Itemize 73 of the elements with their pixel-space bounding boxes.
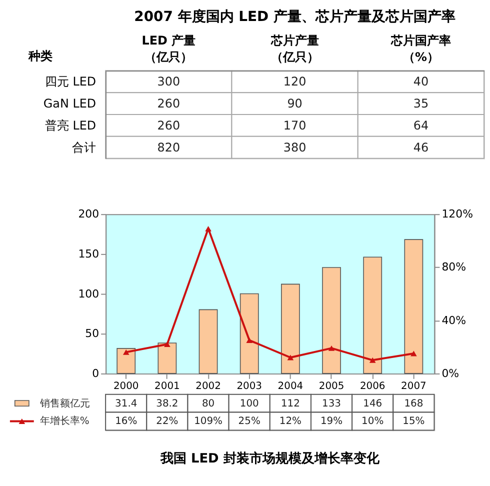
y-tick-label: 200	[78, 208, 100, 221]
data-label: 170	[283, 118, 306, 132]
bar	[198, 309, 218, 374]
y2-tick-label: 40%	[442, 314, 466, 327]
y2-tick-label: 0%	[442, 366, 460, 380]
data-label: 15%	[402, 416, 425, 428]
data-label: 64	[413, 118, 429, 132]
y-tick-label: 150	[78, 247, 100, 260]
data-label: 80	[202, 398, 215, 410]
x-tick-label: 2006	[360, 380, 386, 392]
y-tick-label: 0	[92, 366, 100, 380]
data-label: 146	[363, 398, 382, 410]
y-tick-label: 50	[85, 327, 100, 340]
data-label: 31.4	[115, 398, 138, 410]
legend-label: 销售额亿元	[38, 397, 90, 410]
data-label: 90	[287, 96, 302, 111]
data-label: 22%	[156, 416, 178, 428]
point	[246, 338, 253, 343]
data-label: 38.2	[156, 398, 178, 410]
x-tick-label: 2007	[401, 380, 426, 392]
x-tick-label: LED 产量（亿只）	[142, 33, 196, 64]
legend-label: 年增长率%	[40, 415, 90, 428]
data-label: 12%	[279, 416, 302, 428]
point	[287, 354, 294, 360]
text: 我国 LED 封装市场规模及增长率变化	[159, 450, 380, 467]
point	[205, 226, 212, 232]
data-label: 46	[413, 140, 429, 154]
bar	[240, 293, 259, 374]
x-tick-label: 2005	[318, 380, 344, 392]
data-label: 133	[322, 398, 342, 410]
x-tick-label: 芯片国产率（%）	[390, 33, 451, 64]
data-label: 380	[283, 140, 306, 154]
y-tick-label: GaN LED	[43, 96, 96, 111]
y-tick-label: 100	[78, 287, 100, 300]
point	[369, 357, 376, 363]
x-tick-label: 芯片产量（亿只）	[270, 33, 319, 64]
y2-tick-label: 80%	[442, 260, 466, 274]
x-tick-label: 2003	[236, 380, 262, 392]
x-tick-label: 2004	[278, 380, 304, 392]
x-tick-label: 2002	[196, 380, 221, 392]
bar	[281, 284, 300, 374]
data-label: 19%	[320, 416, 343, 428]
bar	[322, 267, 341, 374]
data-label: 10%	[362, 416, 384, 428]
bar	[158, 342, 177, 374]
y-axis-title: 种类	[27, 49, 52, 64]
x-tick-label: 2001	[154, 380, 180, 392]
data-label: 112	[280, 398, 300, 410]
bar	[116, 348, 136, 374]
data-label: 820	[157, 140, 180, 154]
data-label: 300	[157, 74, 180, 89]
bar	[404, 239, 424, 374]
point	[122, 349, 130, 355]
data-label: 100	[240, 398, 259, 410]
point	[164, 341, 170, 347]
y-tick-label: 四元 LED	[44, 74, 96, 89]
x-tick-label: 2000	[113, 380, 139, 392]
bar	[363, 256, 382, 374]
y-tick-label: 合计	[72, 140, 96, 154]
point	[410, 350, 417, 356]
point	[328, 345, 335, 351]
data-label: 260	[157, 96, 180, 111]
y-tick-label: 普亮 LED	[44, 118, 96, 132]
data-label: 120	[283, 74, 306, 89]
data-label: 35	[413, 96, 429, 111]
data-label: 40	[413, 74, 429, 89]
data-label: 25%	[238, 416, 260, 428]
chart-title: 2007 年度国内 LED 产量、芯片产量及芯片国产率	[134, 8, 456, 25]
data-label: 168	[404, 398, 424, 410]
data-label: 16%	[115, 416, 138, 428]
data-label: 109%	[194, 416, 222, 428]
y2-tick-label: 120%	[442, 208, 473, 221]
data-label: 260	[157, 118, 180, 132]
